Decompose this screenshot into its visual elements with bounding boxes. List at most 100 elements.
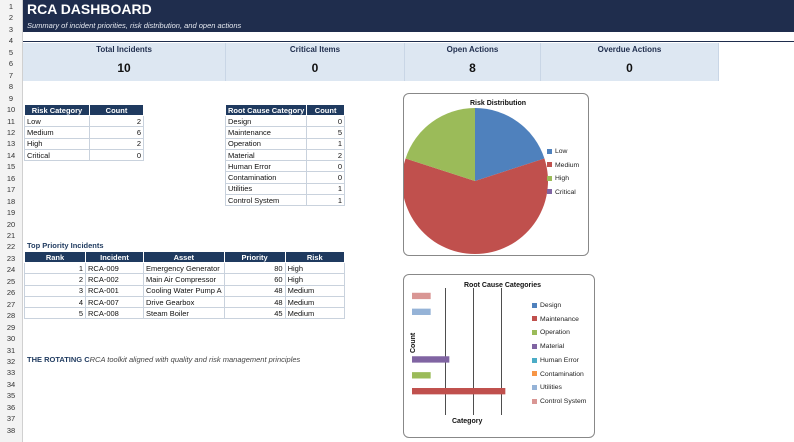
table-cell[interactable]: 48 xyxy=(223,295,286,309)
bar-material[interactable] xyxy=(412,356,450,363)
table-cell[interactable]: RCA-001 xyxy=(85,284,144,297)
row-number[interactable]: 31 xyxy=(6,345,16,355)
table-cell[interactable]: Human Error xyxy=(224,160,308,173)
row-number[interactable]: 32 xyxy=(6,356,16,366)
table-cell[interactable]: Critical xyxy=(24,148,90,162)
table-cell[interactable]: 1 xyxy=(306,194,345,207)
column-header[interactable]: Rank xyxy=(24,251,86,263)
table-cell[interactable]: High xyxy=(24,137,90,150)
row-number[interactable]: 23 xyxy=(6,253,16,263)
table-cell[interactable]: 45 xyxy=(223,307,286,320)
table-cell[interactable]: Utilities xyxy=(224,182,308,196)
row-number[interactable]: 25 xyxy=(6,276,16,286)
table-cell[interactable]: 1 xyxy=(24,261,86,275)
row-number[interactable]: 36 xyxy=(6,402,16,412)
bar-control-system[interactable] xyxy=(412,292,431,300)
column-header[interactable]: Count xyxy=(89,104,144,116)
row-number[interactable]: 14 xyxy=(6,150,16,160)
table-cell[interactable]: Control System xyxy=(224,194,308,207)
row-number[interactable]: 21 xyxy=(6,231,16,240)
table-cell[interactable]: 0 xyxy=(89,148,144,162)
row-number[interactable]: 13 xyxy=(6,139,16,149)
table-cell[interactable]: 48 xyxy=(223,284,286,297)
column-header[interactable]: Risk Category xyxy=(24,104,90,116)
table-cell[interactable]: RCA-008 xyxy=(85,307,144,320)
table-cell[interactable]: RCA-007 xyxy=(85,295,144,309)
column-header[interactable]: Incident xyxy=(85,251,144,263)
table-cell[interactable]: Drive Gearbox xyxy=(143,295,225,309)
table-cell[interactable]: 1 xyxy=(306,182,345,196)
risk-distribution-chart[interactable]: Risk Distribution Low Medium High Critical xyxy=(403,93,589,256)
row-number[interactable]: 4 xyxy=(8,36,14,46)
row-number[interactable]: 29 xyxy=(6,322,16,332)
table-cell[interactable]: 5 xyxy=(24,307,86,320)
root-cause-chart[interactable]: Root Cause Categories Category Count Des… xyxy=(403,274,595,438)
row-number[interactable]: 18 xyxy=(6,196,16,206)
table-cell[interactable]: Medium xyxy=(24,126,90,139)
bar-maintenance[interactable] xyxy=(412,388,506,395)
row-number[interactable]: 10 xyxy=(6,105,16,115)
row-number[interactable]: 3 xyxy=(8,24,14,34)
row-number[interactable]: 34 xyxy=(6,379,16,389)
row-number[interactable]: 22 xyxy=(6,242,16,252)
kpi-overdue-actions[interactable]: Overdue Actions 0 xyxy=(541,43,719,81)
table-cell[interactable]: 0 xyxy=(306,171,345,184)
row-number[interactable]: 19 xyxy=(6,208,16,218)
row-number[interactable]: 28 xyxy=(6,311,16,321)
row-number[interactable]: 24 xyxy=(6,265,16,275)
table-cell[interactable]: 6 xyxy=(89,126,144,139)
row-number[interactable]: 7 xyxy=(8,70,14,80)
table-cell[interactable]: 0 xyxy=(306,114,345,128)
table-cell[interactable]: 80 xyxy=(223,261,286,275)
row-number[interactable]: 30 xyxy=(6,334,16,344)
column-header[interactable]: Asset xyxy=(143,251,225,263)
table-cell[interactable]: 3 xyxy=(24,284,86,297)
bar-operation[interactable] xyxy=(412,372,431,379)
table-cell[interactable]: Low xyxy=(24,114,90,128)
table-cell[interactable]: 2 xyxy=(306,148,345,162)
row-number[interactable]: 37 xyxy=(6,414,16,424)
table-cell[interactable]: Material xyxy=(224,148,308,162)
table-cell[interactable]: Main Air Compressor xyxy=(143,273,225,286)
column-header[interactable]: Root Cause Category xyxy=(224,104,308,116)
pie-slice-low[interactable] xyxy=(475,108,545,181)
row-number[interactable]: 38 xyxy=(6,425,16,435)
table-cell[interactable]: 5 xyxy=(306,126,345,139)
row-number[interactable]: 15 xyxy=(6,162,16,172)
pie-slice-high[interactable] xyxy=(405,108,475,181)
table-cell[interactable]: 2 xyxy=(89,114,144,128)
row-number[interactable]: 17 xyxy=(6,185,16,195)
row-number[interactable]: 33 xyxy=(6,368,16,378)
table-cell[interactable]: Medium xyxy=(284,295,346,309)
row-number[interactable]: 35 xyxy=(6,391,16,401)
bar-utilities[interactable] xyxy=(412,308,431,315)
column-header[interactable]: Risk xyxy=(284,251,346,263)
row-number[interactable]: 9 xyxy=(8,93,14,103)
column-header[interactable]: Priority xyxy=(223,251,286,263)
table-cell[interactable]: Operation xyxy=(224,137,308,150)
table-cell[interactable]: 60 xyxy=(223,273,286,286)
kpi-open-actions[interactable]: Open Actions 8 xyxy=(405,43,541,81)
column-header[interactable]: Count xyxy=(306,104,345,116)
row-number[interactable]: 8 xyxy=(8,82,14,92)
row-number[interactable]: 16 xyxy=(6,173,16,183)
table-cell[interactable]: Medium xyxy=(284,284,346,297)
table-cell[interactable]: Steam Boiler xyxy=(143,307,225,320)
row-number[interactable]: 26 xyxy=(6,288,16,298)
row-number[interactable]: 2 xyxy=(8,13,14,23)
table-cell[interactable]: 2 xyxy=(89,137,144,150)
row-number[interactable]: 5 xyxy=(8,47,14,57)
pie-slice-medium[interactable] xyxy=(404,158,548,254)
table-cell[interactable]: Contamination xyxy=(224,171,308,184)
table-cell[interactable]: Cooling Water Pump A xyxy=(143,284,225,297)
row-number[interactable]: 20 xyxy=(6,219,16,229)
row-number[interactable]: 1 xyxy=(8,2,14,11)
kpi-total-incidents[interactable]: Total Incidents 10 xyxy=(23,43,226,81)
table-cell[interactable]: 1 xyxy=(306,137,345,150)
table-cell[interactable]: RCA-009 xyxy=(85,261,144,275)
table-cell[interactable]: 0 xyxy=(306,160,345,173)
table-cell[interactable]: 2 xyxy=(24,273,86,286)
table-cell[interactable]: Maintenance xyxy=(224,126,308,139)
table-cell[interactable]: Emergency Generator xyxy=(143,261,225,275)
kpi-critical-items[interactable]: Critical Items 0 xyxy=(226,43,405,81)
